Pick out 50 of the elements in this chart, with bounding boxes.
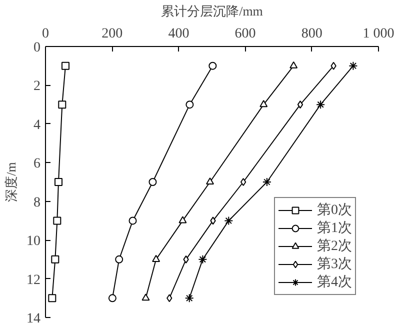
point [148,178,157,186]
y-tick-label: 4 [34,118,40,133]
point [198,254,208,264]
point [54,178,62,186]
point [108,294,116,302]
point [348,61,358,70]
point [210,216,216,225]
point [152,254,160,262]
legend-label: 第3次 [317,256,352,273]
point [330,62,336,70]
point [224,216,234,226]
x-tick-label: 800 [301,26,322,42]
y-tick-label: 12 [26,272,40,288]
legend-label: 第1次 [317,220,352,237]
x-tick-label: 600 [234,26,256,42]
point [206,177,214,185]
point [297,100,304,109]
legend-label: 第4次 [317,274,352,291]
x-tick-label: 1 000 [362,26,394,42]
y-tick-label: 8 [34,195,40,210]
x-tick-label: 200 [102,26,123,42]
y-tick-label: 2 [34,79,40,94]
y-tick-label: 10 [26,234,40,250]
point [115,255,124,264]
point [51,255,60,264]
point [48,294,56,302]
legend-label: 第2次 [317,238,352,255]
point [61,62,70,70]
point [166,294,172,302]
point [183,255,189,264]
x-tick-label: 400 [168,26,190,42]
point [262,178,272,186]
point [316,100,326,110]
y-tick-label: 6 [34,156,40,172]
point [260,100,268,108]
x-axis-title: 累计分层沉降/mm [161,4,263,18]
point [290,61,298,68]
point [208,62,217,70]
point [186,100,194,109]
point [142,294,150,301]
y-tick-label: 14 [26,312,40,325]
point [178,216,187,224]
y-tick-label: 0 [34,40,40,56]
point [53,216,62,225]
point [184,294,194,303]
point [58,100,66,109]
legend-label: 第0次 [317,202,352,219]
y-axis-title: 深度/m [4,162,18,202]
point [240,178,246,186]
point [128,216,137,225]
